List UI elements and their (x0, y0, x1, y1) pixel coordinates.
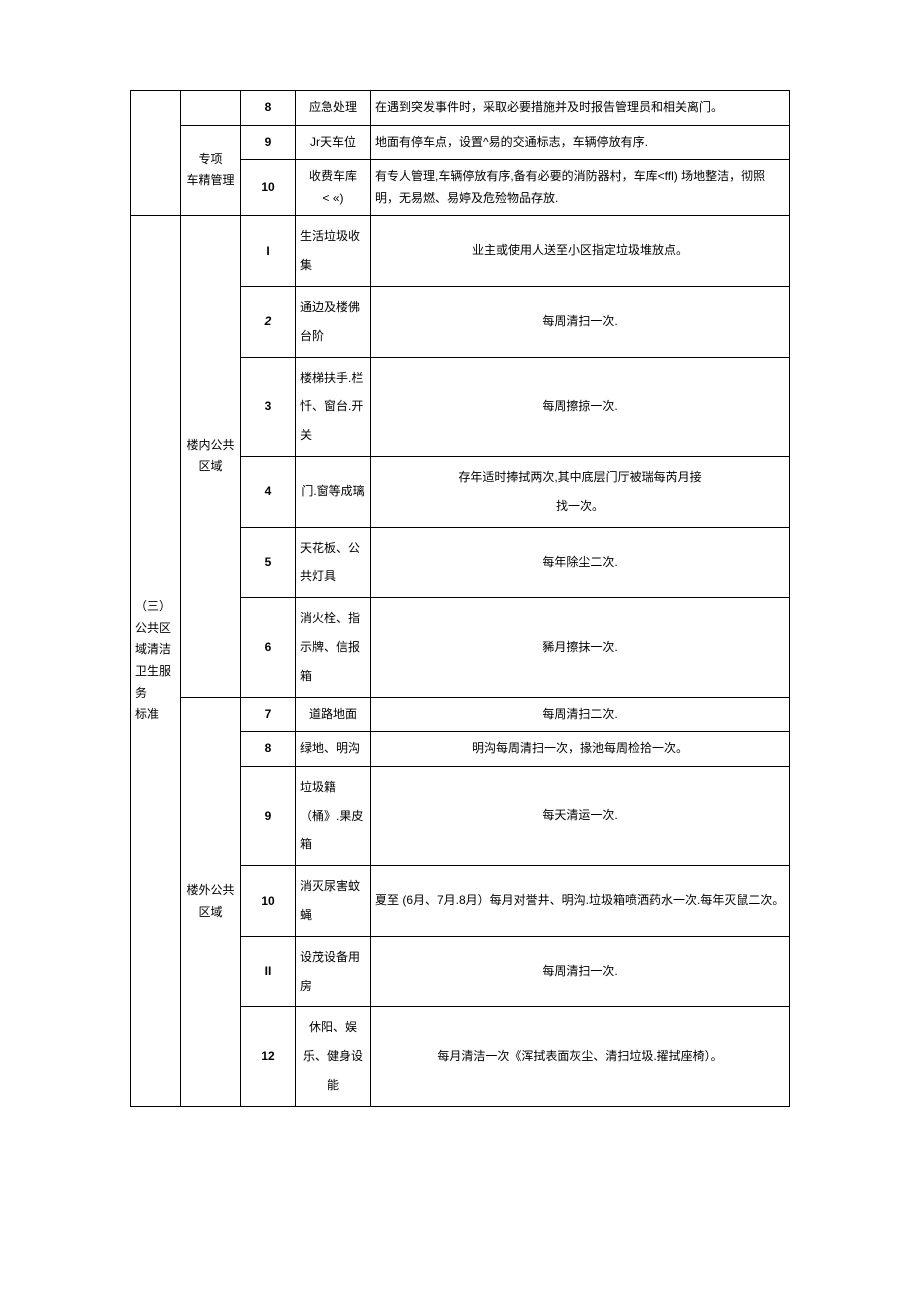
subgroup-label: 楼内公共 区域 (181, 216, 241, 697)
table-row: （三）公共区域清洁卫生服务 标准 楼内公共 区域 I 生活垃圾收 集 业主或使用… (131, 216, 790, 287)
row-number: 10 (241, 160, 296, 216)
row-number: 4 (241, 456, 296, 527)
row-item: 休阳、娱乐、健身设能 (296, 1007, 371, 1106)
row-number: 6 (241, 598, 296, 697)
row-item: 天花板、公共灯具 (296, 527, 371, 598)
row-item: 收费车库 < «) (296, 160, 371, 216)
row-number: 8 (241, 732, 296, 767)
row-desc: 每周清扫一次. (371, 286, 790, 357)
row-item: 应急处理 (296, 91, 371, 126)
table-row: 8 应急处理 在遇到突发事件时，采取必要措施并及时报告管理员和相关离门。 (131, 91, 790, 126)
row-item: 道路地面 (296, 697, 371, 732)
prev-subgroup-empty (181, 91, 241, 126)
row-number: 9 (241, 125, 296, 160)
row-desc: 业主或使用人送至小区指定垃圾堆放点。 (371, 216, 790, 287)
table-row: 专项 车精管理 9 Jr天车位 地面有停车点，设置^易的交通标志，车辆停放有序. (131, 125, 790, 160)
subgroup-label: 楼外公共 区域 (181, 697, 241, 1106)
row-desc: 每周擦掠一次. (371, 357, 790, 456)
row-desc: 每天清运一次. (371, 766, 790, 865)
standards-table: 8 应急处理 在遇到突发事件时，采取必要措施并及时报告管理员和相关离门。 专项 … (130, 90, 790, 1107)
row-desc: 每年除尘二次. (371, 527, 790, 598)
subgroup-label: 专项 车精管理 (181, 125, 241, 216)
row-desc: 地面有停车点，设置^易的交通标志，车辆停放有序. (371, 125, 790, 160)
row-item: 消灭尿害蚊 蝇 (296, 866, 371, 937)
row-number: 9 (241, 766, 296, 865)
row-desc: 每周清扫二次. (371, 697, 790, 732)
row-number: 7 (241, 697, 296, 732)
row-number: 10 (241, 866, 296, 937)
row-desc: 有专人管理,车辆停放有序,备有必要的消防器村，车库<ffl) 场地整洁，彻照明，… (371, 160, 790, 216)
row-item: Jr天车位 (296, 125, 371, 160)
row-number: 2 (241, 286, 296, 357)
row-item: 门.窗等成璃 (296, 456, 371, 527)
row-item: 通边及楼佛 台阶 (296, 286, 371, 357)
row-number: I (241, 216, 296, 287)
row-number: 12 (241, 1007, 296, 1106)
section-title: （三）公共区域清洁卫生服务 标准 (131, 216, 181, 1106)
row-desc: 每月清洁一次《浑拭表面灰尘、清扫垃圾.擢拭座椅）。 (371, 1007, 790, 1106)
row-item: 绿地、明沟 (296, 732, 371, 767)
row-item: 生活垃圾收 集 (296, 216, 371, 287)
row-number: 5 (241, 527, 296, 598)
row-desc: 明沟每周清扫一次，掾池每周检拾一次。 (371, 732, 790, 767)
row-item: 楼梯扶手.栏忏、窗台.开 关 (296, 357, 371, 456)
row-item: 垃圾籍（桶》.果皮箱 (296, 766, 371, 865)
row-item: 消火栓、指示牌、信报箱 (296, 598, 371, 697)
row-desc: 每周清扫一次. (371, 936, 790, 1007)
row-number: 8 (241, 91, 296, 126)
row-desc: 夏至 (6月、7月.8月）每月对誉井、明沟.垃圾箱喷洒药水一次.每年灭鼠二次。 (371, 866, 790, 937)
row-number: II (241, 936, 296, 1007)
row-desc: 豨月擦抹一次. (371, 598, 790, 697)
row-desc: 在遇到突发事件时，采取必要措施并及时报告管理员和相关离门。 (371, 91, 790, 126)
row-number: 3 (241, 357, 296, 456)
row-desc: 存年适时捧拭两次,其中底层门厅被瑞每芮月接 找一次。 (371, 456, 790, 527)
prev-section-cell (131, 91, 181, 216)
row-item: 设茂设备用 房 (296, 936, 371, 1007)
table-row: 楼外公共 区域 7 道路地面 每周清扫二次. (131, 697, 790, 732)
